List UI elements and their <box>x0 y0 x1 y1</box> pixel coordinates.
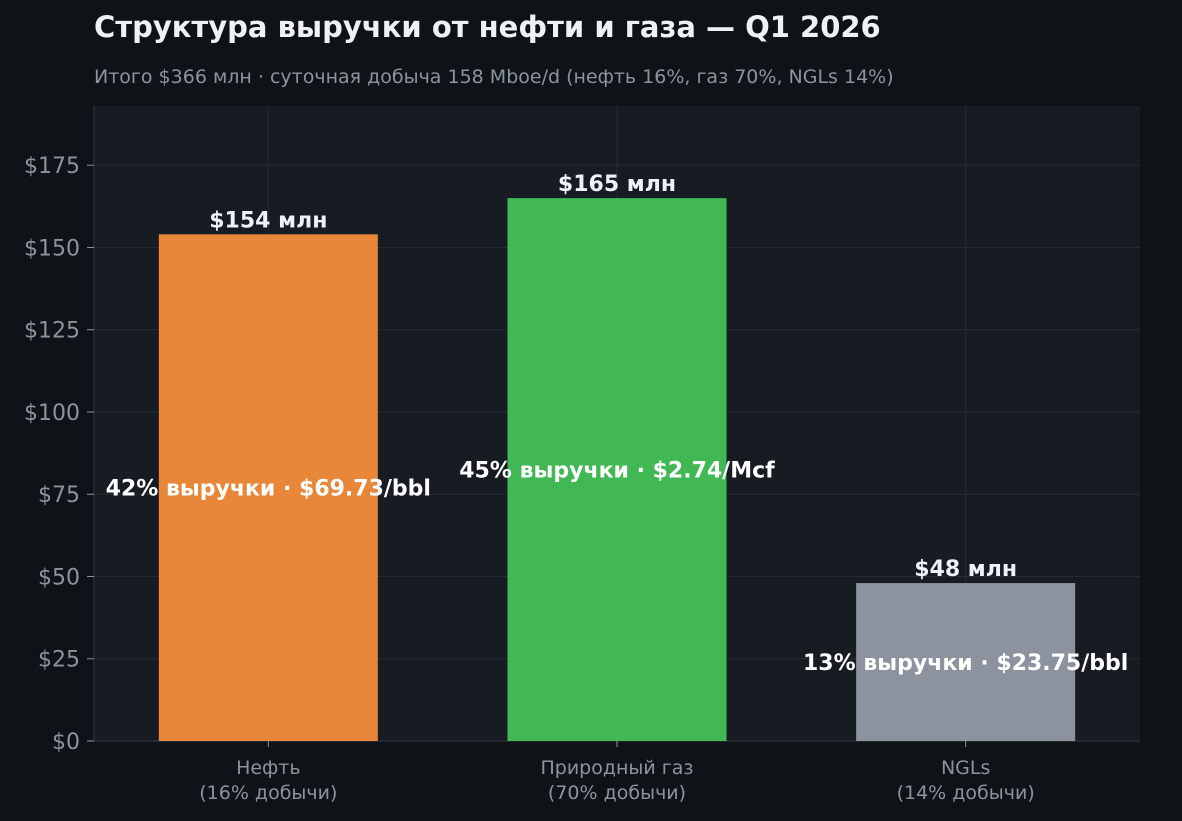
y-tick-label: $150 <box>24 236 80 261</box>
bar-value-label: $165 млн <box>558 172 676 197</box>
y-tick-label: $0 <box>52 730 80 755</box>
x-tick-label: (14% добычи) <box>897 782 1035 804</box>
bar <box>158 234 378 742</box>
bar-inner-label: 42% выручки · $69.73/bbl <box>106 477 431 502</box>
y-tick-label: $50 <box>38 565 80 590</box>
bar <box>507 198 727 741</box>
bar-value-label: $48 млн <box>914 557 1017 582</box>
chart-title: Структура выручки от нефти и газа — Q1 2… <box>94 10 881 44</box>
y-tick-label: $175 <box>24 154 80 179</box>
bar-inner-label: 13% выручки · $23.75/bbl <box>803 651 1128 676</box>
bar-value-label: $154 млн <box>209 208 327 233</box>
x-tick-label: NGLs <box>941 757 990 779</box>
x-tick-label: (16% добычи) <box>199 782 337 804</box>
chart-subtitle: Итого $366 млн · суточная добыча 158 Mbo… <box>94 66 894 88</box>
x-tick-label: (70% добычи) <box>548 782 686 804</box>
bar-inner-label: 45% выручки · $2.74/Mcf <box>459 459 775 484</box>
x-tick-label: Нефть <box>236 757 301 779</box>
y-tick-label: $25 <box>38 648 80 673</box>
bar <box>856 583 1076 741</box>
x-tick-label: Природный газ <box>540 757 693 779</box>
y-tick-label: $75 <box>38 483 80 508</box>
y-tick-label: $125 <box>24 319 80 344</box>
y-tick-label: $100 <box>24 401 80 426</box>
